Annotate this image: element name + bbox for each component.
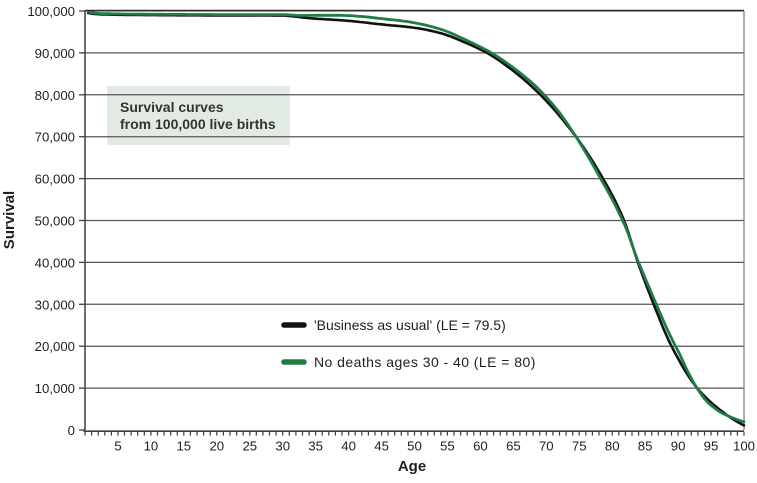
- svg-text:10,000: 10,000: [35, 381, 75, 396]
- svg-text:25: 25: [242, 439, 257, 454]
- svg-text:60,000: 60,000: [35, 172, 75, 187]
- svg-text:5: 5: [114, 439, 121, 454]
- svg-text:90,000: 90,000: [35, 46, 75, 61]
- svg-text:75: 75: [572, 439, 587, 454]
- svg-text:from 100,000 live births: from 100,000 live births: [120, 116, 276, 132]
- svg-text:30,000: 30,000: [35, 297, 75, 312]
- svg-text:10: 10: [144, 439, 159, 454]
- svg-text:60: 60: [473, 439, 488, 454]
- svg-text:Survival curves: Survival curves: [120, 99, 224, 115]
- svg-text:65: 65: [506, 439, 521, 454]
- svg-text:35: 35: [308, 439, 323, 454]
- svg-text:100: 100: [733, 439, 755, 454]
- svg-text:70: 70: [539, 439, 554, 454]
- svg-text:20: 20: [209, 439, 224, 454]
- svg-text:80: 80: [605, 439, 620, 454]
- svg-text:40: 40: [341, 439, 356, 454]
- svg-text:40,000: 40,000: [35, 255, 75, 270]
- svg-text:Age: Age: [398, 458, 426, 475]
- svg-text:20,000: 20,000: [35, 339, 75, 354]
- svg-text:15: 15: [176, 439, 191, 454]
- svg-text:95: 95: [704, 439, 719, 454]
- svg-text:90: 90: [671, 439, 686, 454]
- svg-text:55: 55: [440, 439, 455, 454]
- svg-text:30: 30: [275, 439, 290, 454]
- svg-text:50: 50: [407, 439, 422, 454]
- svg-text:Survival: Survival: [1, 191, 18, 249]
- svg-text:100,000: 100,000: [27, 4, 75, 19]
- svg-text:No deaths ages 30 - 40 (LE = 8: No deaths ages 30 - 40 (LE = 80): [314, 354, 536, 370]
- svg-text:85: 85: [638, 439, 653, 454]
- svg-text:80,000: 80,000: [35, 88, 75, 103]
- svg-text:45: 45: [374, 439, 389, 454]
- svg-text:0: 0: [68, 423, 75, 438]
- svg-text:50,000: 50,000: [35, 214, 75, 229]
- svg-text:70,000: 70,000: [35, 130, 75, 145]
- svg-text:'Business as usual' (LE = 79.5: 'Business as usual' (LE = 79.5): [314, 317, 506, 333]
